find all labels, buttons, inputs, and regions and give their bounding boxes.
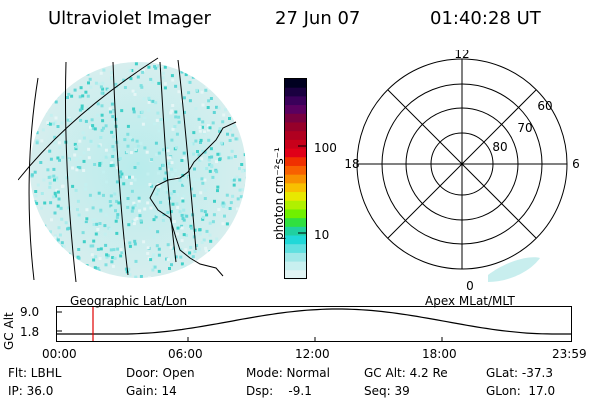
colorbar-band	[285, 174, 306, 184]
colorbar-band	[285, 252, 306, 263]
mlt-label-12: 12	[454, 50, 469, 61]
x-tick-0000: 00:00	[42, 347, 77, 361]
filter-info: Flt: LBHL	[8, 366, 62, 380]
x-tick-2359: 23:59	[552, 347, 587, 361]
colorbar-band	[285, 209, 306, 219]
colorbar-band	[285, 192, 306, 202]
geo-label: Geographic Lat/Lon	[70, 294, 188, 308]
apex-label: Apex MLat/MLT	[425, 294, 515, 308]
instrument-title: Ultraviolet Imager	[48, 8, 211, 29]
mlt-label-18: 18	[344, 157, 359, 171]
mlt-label-0: 0	[466, 279, 474, 293]
seq-info: Seq: 39	[364, 384, 410, 398]
door-info: Door: Open	[126, 366, 195, 380]
colorbar-band	[285, 96, 306, 106]
colorbar-band	[285, 165, 306, 176]
colorbar-band	[285, 87, 306, 97]
ip-info: IP: 36.0	[8, 384, 54, 398]
gc-alt-label: GC Alt	[2, 312, 16, 350]
colorbar-band	[285, 113, 306, 123]
image-disk	[30, 62, 246, 278]
polar-plot: 12 18 6 0 60 70 80	[344, 50, 580, 293]
alt-tick-1-8: 1.8	[20, 325, 40, 339]
colorbar-band	[285, 148, 306, 158]
colorbar-band	[285, 79, 306, 89]
lat-label-70: 70	[517, 121, 532, 135]
mode-info: Mode: Normal	[246, 366, 330, 380]
colorbar-band	[285, 105, 306, 115]
date-label: 27 Jun 07	[275, 8, 361, 29]
colorbar-band	[285, 244, 306, 254]
lat-label-80: 80	[492, 140, 507, 154]
time-label: 01:40:28 UT	[430, 8, 541, 29]
colorbar-band	[285, 183, 306, 193]
gc-alt-info: GC Alt: 4.2 Re	[364, 366, 448, 380]
colorbar-band	[285, 122, 306, 132]
geographic-image	[18, 57, 246, 283]
colorbar-label: photon cm⁻²s⁻¹	[272, 147, 286, 240]
altitude-strip	[56, 306, 572, 342]
alt-tick-9: 9.0	[20, 305, 40, 319]
mlt-label-6: 6	[572, 157, 580, 171]
glat-info: GLat: -37.3	[486, 366, 553, 380]
dsp-info: Dsp: -9.1	[246, 384, 312, 398]
x-tick-1200: 12:00	[295, 347, 330, 361]
x-tick-0600: 06:00	[168, 347, 203, 361]
altitude-curve	[57, 308, 572, 335]
colorbar	[284, 78, 307, 280]
colorbar-tick-100: 100	[314, 141, 337, 155]
x-tick-1800: 18:00	[422, 347, 457, 361]
meridian-lines	[18, 57, 197, 283]
gain-info: Gain: 14	[126, 384, 177, 398]
lat-label-60: 60	[537, 99, 552, 113]
colorbar-band	[285, 157, 306, 167]
colorbar-band	[285, 218, 306, 228]
colorbar-band	[285, 226, 306, 237]
colorbar-band	[285, 200, 306, 210]
coastline	[149, 121, 237, 277]
colorbar-band	[285, 139, 306, 150]
colorbar-band	[285, 261, 306, 271]
colorbar-band	[285, 235, 306, 245]
colorbar-band	[285, 131, 306, 141]
aurora-patch	[488, 257, 540, 282]
colorbar-band	[285, 270, 306, 280]
colorbar-tick-10: 10	[314, 228, 330, 242]
glon-info: GLon: 17.0	[486, 384, 556, 398]
